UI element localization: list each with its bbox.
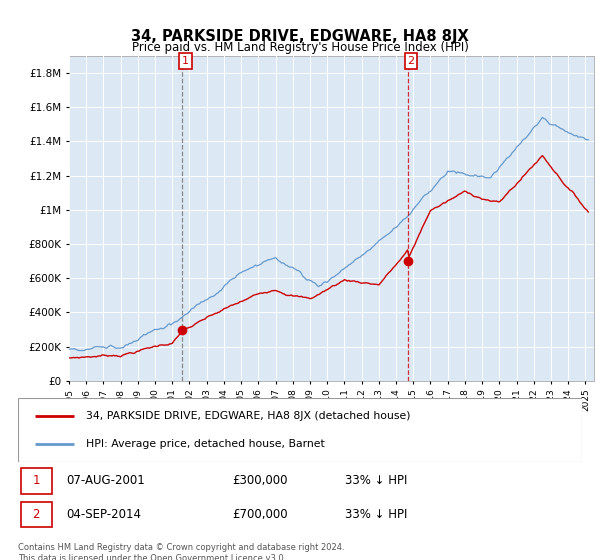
Text: 2: 2 [407,56,415,66]
FancyBboxPatch shape [21,502,52,527]
Text: 2: 2 [32,508,40,521]
Text: £700,000: £700,000 [232,508,288,521]
Text: 33% ↓ HPI: 33% ↓ HPI [345,474,407,487]
Text: HPI: Average price, detached house, Barnet: HPI: Average price, detached house, Barn… [86,439,325,449]
FancyBboxPatch shape [18,398,582,462]
Text: 04-SEP-2014: 04-SEP-2014 [66,508,141,521]
FancyBboxPatch shape [21,468,52,493]
Text: 07-AUG-2001: 07-AUG-2001 [66,474,145,487]
Text: 34, PARKSIDE DRIVE, EDGWARE, HA8 8JX (detached house): 34, PARKSIDE DRIVE, EDGWARE, HA8 8JX (de… [86,410,410,421]
Text: 1: 1 [32,474,40,487]
Text: Contains HM Land Registry data © Crown copyright and database right 2024.
This d: Contains HM Land Registry data © Crown c… [18,543,344,560]
Text: 34, PARKSIDE DRIVE, EDGWARE, HA8 8JX: 34, PARKSIDE DRIVE, EDGWARE, HA8 8JX [131,29,469,44]
Text: 33% ↓ HPI: 33% ↓ HPI [345,508,407,521]
Text: Price paid vs. HM Land Registry's House Price Index (HPI): Price paid vs. HM Land Registry's House … [131,41,469,54]
Text: 1: 1 [182,56,189,66]
Text: £300,000: £300,000 [232,474,288,487]
